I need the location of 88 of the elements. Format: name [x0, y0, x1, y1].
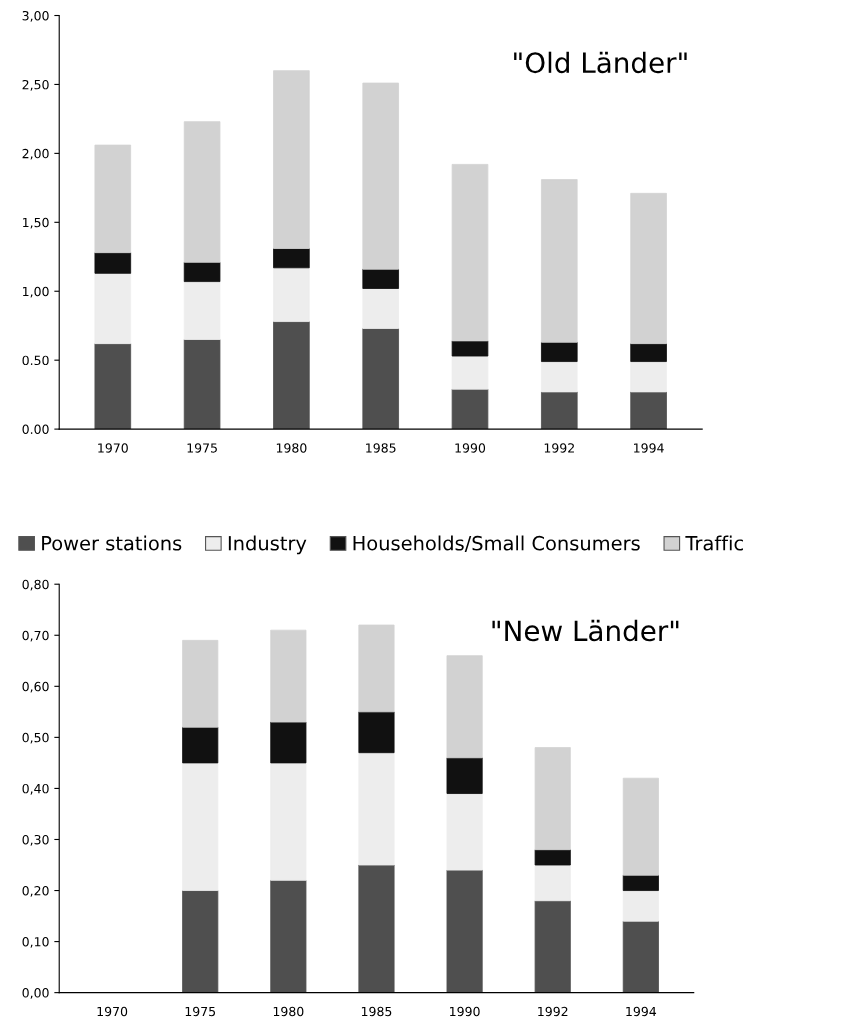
- y-tick-label: 0,00: [22, 988, 49, 999]
- bar: [534, 849, 571, 866]
- bar: [362, 288, 399, 329]
- x-tick-label: 1975: [187, 443, 217, 453]
- bar: [534, 900, 571, 993]
- bar: [451, 340, 489, 357]
- x-tick-label: 1992: [538, 1006, 568, 1017]
- bar: [451, 388, 489, 430]
- bar: [622, 920, 659, 993]
- x-tick-label: 1980: [276, 443, 307, 453]
- bar: [182, 890, 219, 993]
- bar: [182, 762, 219, 891]
- y-tick-label: 0,60: [22, 681, 49, 693]
- bar: [362, 268, 399, 289]
- bar: [270, 879, 307, 993]
- bar: [541, 361, 578, 393]
- bar: [273, 248, 310, 269]
- legend-label: Households/Small Consumers: [353, 535, 640, 553]
- y-tick-label: 3,00: [22, 10, 49, 22]
- legend-label: Industry: [228, 535, 307, 555]
- annotation: "New Länder": [492, 619, 679, 642]
- x-tick-label: 1970: [98, 443, 128, 453]
- bar: [270, 721, 307, 764]
- y-tick-label: 2,00: [22, 148, 49, 160]
- y-tick-label: 0,70: [22, 630, 49, 642]
- x-tick-label: 1975: [185, 1006, 216, 1017]
- bar: [622, 874, 659, 891]
- bar: [451, 355, 489, 390]
- y-tick-label: 0.00: [22, 424, 49, 435]
- x-tick-label: 1990: [455, 443, 486, 453]
- bar: [622, 890, 659, 922]
- bar: [630, 192, 667, 345]
- bar: [446, 793, 483, 871]
- x-tick-label: 1985: [361, 1006, 392, 1017]
- legend-label: Power stations: [42, 535, 182, 551]
- bar: [541, 391, 578, 430]
- y-tick-label: 0,40: [22, 783, 49, 795]
- bar: [358, 711, 395, 754]
- x-tick-label: 1990: [450, 1006, 480, 1017]
- bar: [622, 777, 659, 876]
- bar: [182, 639, 219, 728]
- y-tick-label: 0,10: [22, 937, 49, 948]
- y-tick-label: 0,80: [22, 579, 49, 591]
- bar: [270, 629, 307, 723]
- bar: [362, 82, 399, 270]
- bar: [358, 864, 395, 993]
- bar: [541, 341, 578, 362]
- bar: [183, 261, 221, 283]
- y-tick-label: 0.50: [22, 355, 49, 366]
- x-tick-label: 1970: [97, 1006, 128, 1017]
- bar: [273, 70, 310, 249]
- y-tick-label: 0,20: [22, 886, 49, 897]
- bar: [94, 343, 132, 430]
- x-tick-label: 1980: [273, 1006, 304, 1017]
- y-tick-label: 0,30: [22, 834, 49, 846]
- y-tick-label: 1,00: [23, 286, 49, 298]
- y-tick-label: 2,50: [22, 79, 49, 91]
- bar: [362, 328, 399, 430]
- bar: [446, 869, 483, 993]
- bar: [273, 321, 310, 430]
- bar: [94, 144, 132, 254]
- bar: [446, 655, 483, 759]
- bar: [94, 272, 132, 345]
- annotation: "Old Länder": [514, 51, 687, 74]
- y-tick-label: 0,50: [22, 732, 49, 744]
- bar: [183, 281, 221, 340]
- bar: [358, 624, 395, 713]
- bar: [630, 343, 667, 362]
- bar: [182, 726, 219, 764]
- x-tick-label: 1985: [366, 443, 396, 453]
- x-tick-label: 1994: [626, 1006, 657, 1017]
- bar: [630, 361, 667, 393]
- bar: [534, 864, 571, 902]
- bar: [630, 391, 667, 430]
- bar: [270, 762, 307, 881]
- x-tick-label: 1992: [544, 443, 574, 453]
- bar: [183, 339, 221, 430]
- bar: [451, 163, 489, 342]
- bar: [446, 757, 483, 794]
- bar: [183, 121, 221, 263]
- bar: [358, 752, 395, 866]
- x-tick-label: 1994: [634, 443, 664, 453]
- bar: [273, 267, 310, 322]
- legend-label: Traffic: [685, 535, 743, 551]
- y-tick-label: 1,50: [23, 217, 49, 229]
- bar: [541, 179, 578, 343]
- bar: [94, 252, 132, 274]
- bar: [534, 747, 571, 851]
